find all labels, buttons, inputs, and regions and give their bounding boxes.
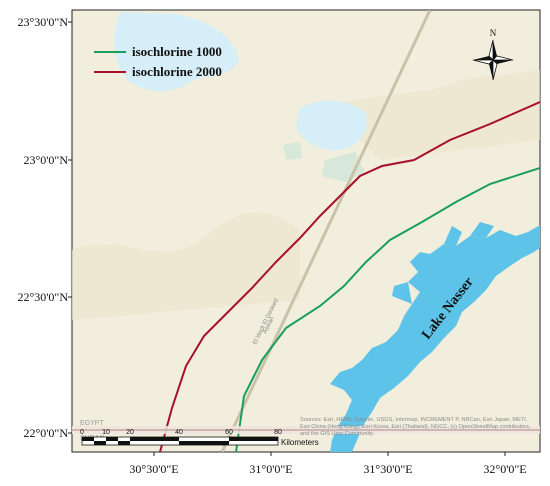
north-letter: N (490, 28, 497, 38)
y-tick-23-00: 23°0'0"N (23, 153, 68, 167)
pale-lake (296, 100, 367, 151)
scale-tick-20: 20 (126, 429, 134, 436)
scale-tick-0: 0 (80, 429, 84, 436)
x-tick-32-00: 32°0'0"E (483, 462, 527, 476)
scale-bar: 0 10 20 40 60 80 Kilometers (80, 429, 319, 447)
tick-marks (68, 21, 506, 456)
legend-label-1000: isochlorine 1000 (132, 44, 222, 59)
terrain-shade (72, 211, 300, 320)
road (220, 10, 432, 452)
lake-inlet (392, 282, 412, 304)
isochlorine-1000-line (235, 167, 540, 452)
attribution-box: Sources: Esri, HERE, Garmin, USGS, Inter… (300, 417, 531, 437)
scale-tick-10: 10 (102, 429, 110, 436)
y-tick-22-00: 22°0'0"N (23, 426, 68, 440)
scale-tick-40: 40 (175, 429, 183, 436)
isochlorine-2000-line (159, 101, 540, 452)
x-tick-31-00: 31°0'0"E (249, 462, 293, 476)
legend: isochlorine 1000 isochlorine 2000 (94, 44, 222, 79)
lake-inlet (444, 226, 462, 246)
scale-tick-60: 60 (225, 429, 233, 436)
y-tick-23-30: 23°30'0"N (17, 15, 68, 29)
lake-inlet (470, 222, 494, 238)
legend-label-2000: isochlorine 2000 (132, 64, 222, 79)
y-tick-22-30: 22°30'0"N (17, 290, 68, 304)
pale-lake (114, 12, 239, 92)
scale-tick-80: 80 (274, 429, 282, 436)
country-label-egypt: EGYPT (80, 420, 104, 427)
north-arrow-icon: N (472, 28, 514, 81)
wetland-patch (283, 142, 302, 160)
lake-nasser (330, 225, 540, 452)
attribution-text: Sources: Esri, HERE, Garmin, USGS, Inter… (300, 417, 531, 437)
wetland-patch (322, 152, 365, 182)
x-tick-31-30: 31°30'0"E (363, 462, 413, 476)
terrain-shade (330, 70, 540, 160)
scale-unit: Kilometers (281, 438, 319, 447)
x-tick-30-30: 30°30'0"E (129, 462, 179, 476)
